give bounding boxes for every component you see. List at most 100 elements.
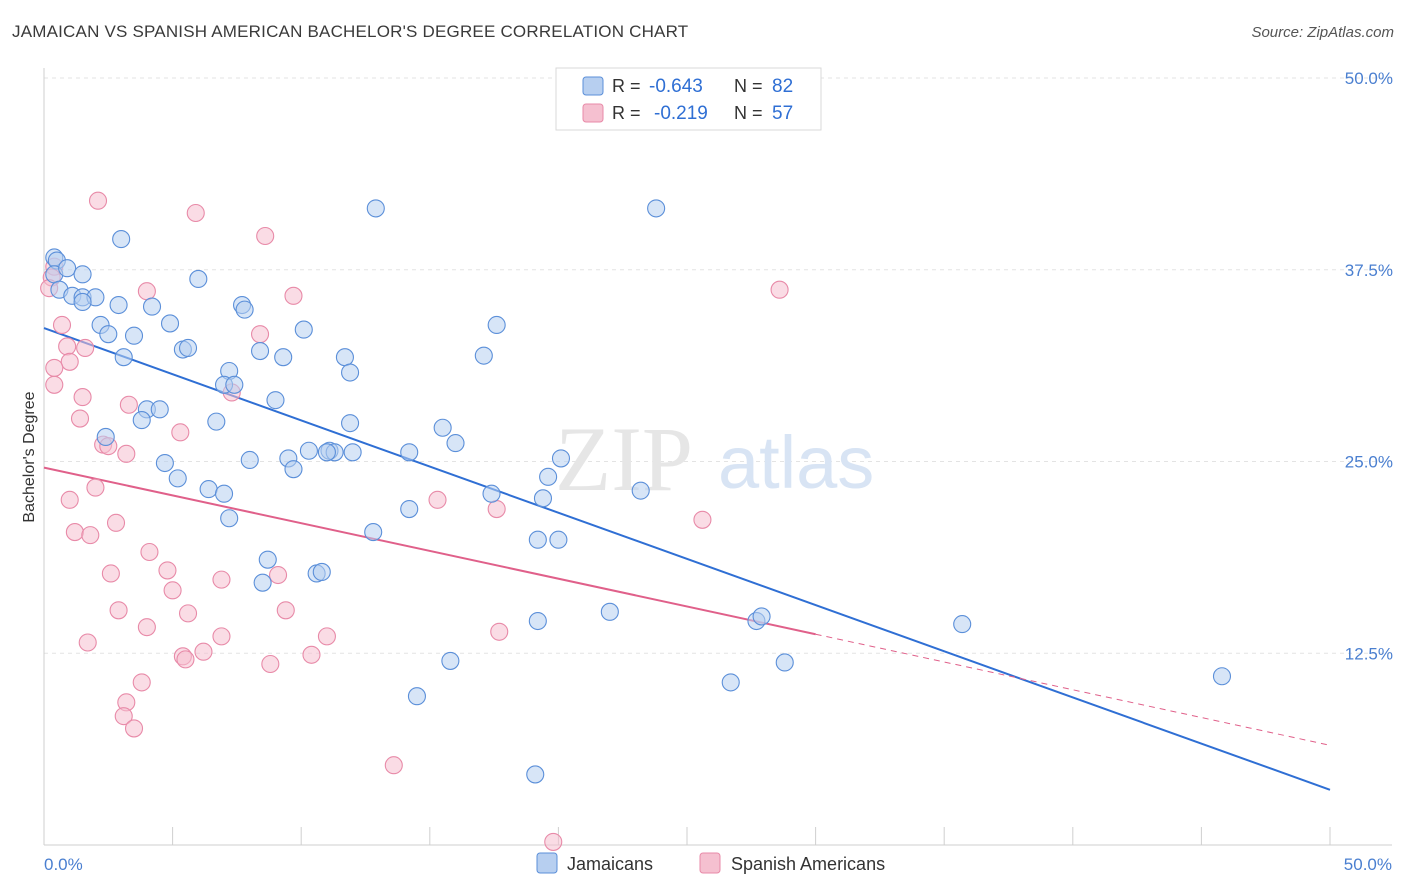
jamaican-point [189,269,208,289]
trend-line-jamaicans [43,327,1331,791]
legend-r-value-1: -0.643 [649,76,703,97]
jamaican-point [199,480,218,499]
spanish-american-point [256,226,275,246]
jamaican-point [235,300,254,319]
jamaican-point [364,523,383,542]
jamaican-point [631,481,650,500]
jamaican-point [112,230,131,249]
spanish-american-point [86,478,105,497]
spanish-american-point [770,280,789,299]
spanish-american-point [158,561,177,580]
x-tick-label-min: 0.0% [44,855,83,874]
jamaican-point [168,469,187,488]
jamaican-point [225,375,244,394]
jamaican-point [220,509,239,528]
spanish-american-point [106,513,126,532]
jamaican-point [58,259,77,278]
spanish-american-point [60,352,79,371]
legend-r-label-1: R = [612,76,641,96]
x-ticks [172,827,1331,845]
spanish-american-point [132,673,151,692]
jamaican-point [160,314,180,333]
jamaican-point [240,450,259,470]
watermark-zip: ZIP [555,408,693,510]
trend-line-spanish-americans [43,466,816,636]
spanish-american-point [78,633,97,652]
spanish-american-point [384,756,403,775]
jamaican-point [446,434,465,453]
spanish-american-point [101,564,120,583]
jamaican-point [407,687,426,706]
spanish-american-point [117,444,136,463]
watermark-atlas: atlas [718,421,874,504]
spanish-american-point [163,581,182,600]
spanish-american-point [261,654,280,674]
spanish-american-point [65,523,84,542]
jamaican-point [294,320,313,339]
y-axis-label: Bachelor's Degree [21,391,38,522]
jamaican-point [647,199,666,218]
spanish-american-point [73,388,92,407]
jamaican-point [312,562,331,581]
bottom-legend-label-jamaicans: Jamaicans [567,854,653,874]
jamaican-point [207,412,226,431]
spanish-american-point [490,622,509,641]
jamaican-point [433,418,452,437]
spanish-american-point [109,601,128,620]
spanish-american-point [81,526,100,545]
spanish-american-point [114,707,133,726]
x-tick-label-max: 50.0% [1344,855,1392,874]
stats-legend: R = -0.643 N = 82 R = -0.219 N = 57 [555,67,822,131]
axes [43,68,1392,846]
jamaican-point [528,530,547,549]
bottom-legend-label-spanish-americans: Spanish Americans [731,854,885,874]
jamaican-point [73,265,92,284]
jamaican-point [528,611,547,631]
spanish-american-point [52,315,72,335]
jamaican-point [441,651,460,670]
spanish-american-point [250,325,270,344]
jamaican-point [721,673,740,692]
spanish-american-point [284,286,303,305]
spanish-american-point [45,375,64,394]
legend-n-value-1: 82 [772,76,793,97]
spanish-american-point [124,719,144,738]
jamaican-point [114,348,133,367]
spanish-american-point [88,191,108,210]
jamaican-point [551,449,571,468]
spanish-american-point [212,627,231,646]
jamaican-point [250,342,270,361]
spanish-american-point [693,510,712,529]
jamaican-point [1212,667,1232,686]
jamaican-point [343,443,362,462]
y-tick-label: 25.0% [1345,453,1393,472]
jamaican-point [482,484,501,503]
spanish-american-point [269,565,288,585]
spanish-american-point [76,338,95,358]
legend-n-label-1: N = [734,76,763,96]
legend-r-label-2: R = [612,103,641,123]
jamaican-point [549,530,568,549]
y-tick-labels: 12.5% 25.0% 37.5% 50.0% [1345,69,1393,663]
jamaican-point [214,484,234,503]
x-tick-labels: 0.0% 50.0% [44,855,1392,874]
jamaican-point [150,400,169,419]
jamaican-point [341,414,360,433]
jamaican-point [539,467,558,486]
jamaican-point [109,295,128,315]
jamaicans-points [45,199,1232,784]
spanish-american-point [302,645,321,664]
jamaican-point [155,453,174,473]
spanish-americans-points [40,191,789,851]
spanish-american-point [276,601,295,620]
jamaican-point [73,292,92,312]
chart-title: JAMAICAN VS SPANISH AMERICAN BACHELOR'S … [12,22,689,41]
spanish-american-point [194,642,213,661]
jamaican-point [474,346,493,365]
y-tick-label: 50.0% [1345,69,1393,88]
trend-line-extension [815,633,1331,746]
spanish-american-point [212,570,231,589]
jamaican-point [317,443,336,462]
spanish-american-point [487,500,506,519]
